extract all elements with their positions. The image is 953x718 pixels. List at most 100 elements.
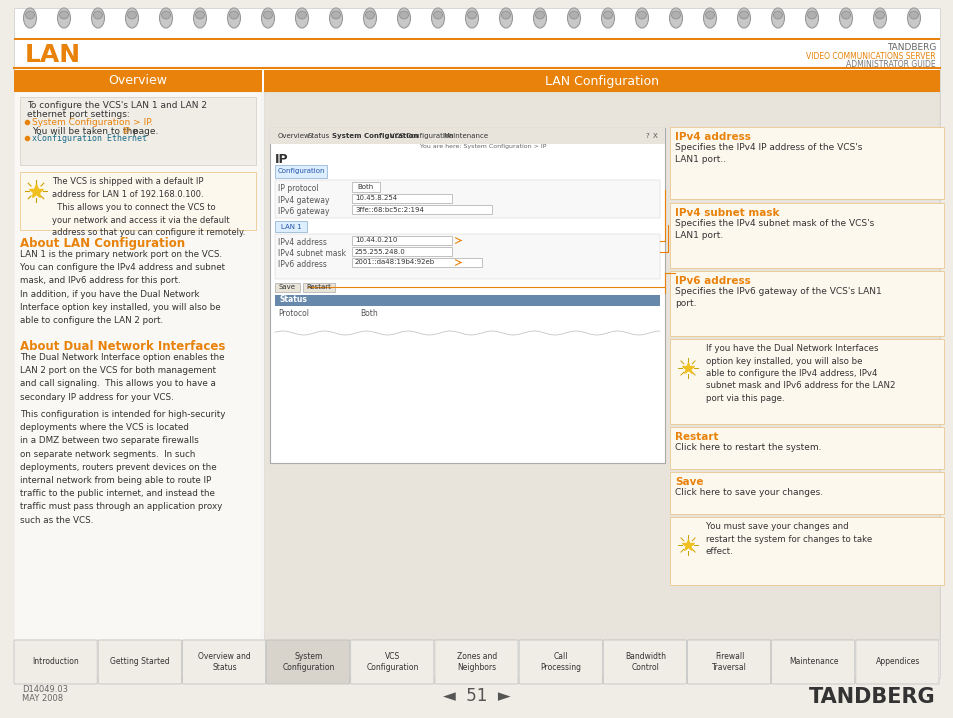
Ellipse shape	[669, 8, 681, 28]
Text: This configuration is intended for high-security
deployments where the VCS is lo: This configuration is intended for high-…	[20, 410, 225, 525]
Bar	[352, 247, 452, 256]
Ellipse shape	[906, 8, 920, 28]
Text: IPv6 gateway: IPv6 gateway	[277, 207, 329, 216]
Text: If you have the Dual Network Interfaces
option key installed, you will also be
a: If you have the Dual Network Interfaces …	[705, 344, 895, 403]
Text: The VCS is shipped with a default IP
address for LAN 1 of 192.168.0.100.
  This : The VCS is shipped with a default IP add…	[52, 177, 245, 238]
Text: page.: page.	[130, 127, 158, 136]
Text: Click here to restart the system.: Click here to restart the system.	[675, 443, 821, 452]
FancyBboxPatch shape	[435, 640, 517, 684]
Ellipse shape	[193, 8, 206, 28]
FancyBboxPatch shape	[14, 640, 97, 684]
Ellipse shape	[841, 11, 850, 19]
Bar	[274, 221, 307, 232]
Ellipse shape	[535, 11, 544, 19]
Text: System
Configuration: System Configuration	[282, 652, 335, 672]
Ellipse shape	[26, 11, 34, 19]
Text: LAN: LAN	[25, 43, 81, 67]
Text: IPv4 address: IPv4 address	[675, 132, 750, 142]
Bar	[352, 258, 481, 267]
Ellipse shape	[261, 8, 274, 28]
Text: Protocol: Protocol	[277, 309, 309, 318]
Text: 255.255.248.0: 255.255.248.0	[355, 248, 405, 254]
Text: MAY 2008: MAY 2008	[22, 694, 63, 703]
Bar	[669, 339, 943, 424]
Text: VCS Configuration: VCS Configuration	[390, 133, 453, 139]
Ellipse shape	[363, 8, 376, 28]
Ellipse shape	[635, 8, 648, 28]
Ellipse shape	[873, 8, 885, 28]
Ellipse shape	[399, 11, 408, 19]
Bar	[14, 38, 939, 40]
Bar	[669, 271, 943, 336]
Ellipse shape	[297, 11, 306, 19]
Text: xConfiguration Ethernet: xConfiguration Ethernet	[32, 134, 147, 143]
Text: IPv6 address: IPv6 address	[675, 276, 750, 286]
Ellipse shape	[601, 8, 614, 28]
Text: Specifies the IPv4 IP address of the VCS's
LAN1 port..: Specifies the IPv4 IP address of the VCS…	[675, 143, 862, 164]
Ellipse shape	[161, 11, 171, 19]
FancyBboxPatch shape	[602, 640, 686, 684]
Text: Overview and
Status: Overview and Status	[198, 652, 251, 672]
Ellipse shape	[499, 8, 512, 28]
Text: To configure the VCS's LAN 1 and LAN 2: To configure the VCS's LAN 1 and LAN 2	[27, 101, 207, 110]
Text: ethernet port settings:: ethernet port settings:	[27, 110, 130, 119]
Bar	[669, 203, 943, 268]
Ellipse shape	[397, 8, 410, 28]
Ellipse shape	[331, 11, 340, 19]
Ellipse shape	[702, 8, 716, 28]
Bar	[20, 97, 255, 165]
Text: TANDBERG: TANDBERG	[808, 687, 935, 707]
Text: IPv4 subnet mask: IPv4 subnet mask	[675, 208, 779, 218]
Ellipse shape	[159, 8, 172, 28]
Text: Overview: Overview	[277, 133, 311, 139]
Text: VCS
Configuration: VCS Configuration	[366, 652, 418, 672]
Text: System Configuration > IP.: System Configuration > IP.	[32, 118, 153, 127]
Bar	[274, 165, 327, 178]
Text: IPv4 address: IPv4 address	[277, 238, 327, 247]
Ellipse shape	[433, 11, 442, 19]
Text: You will be taken to the: You will be taken to the	[32, 127, 141, 136]
Text: Maintenance: Maintenance	[788, 658, 838, 666]
Ellipse shape	[93, 11, 102, 19]
Text: IP protocol: IP protocol	[277, 184, 318, 193]
Ellipse shape	[771, 8, 783, 28]
Text: Both: Both	[357, 184, 374, 190]
Text: IP: IP	[122, 127, 130, 136]
Bar	[669, 427, 943, 469]
Text: The Dual Network Interface option enables the
LAN 2 port on the VCS for both man: The Dual Network Interface option enable…	[20, 353, 224, 401]
Text: Save: Save	[675, 477, 702, 487]
Ellipse shape	[806, 11, 816, 19]
Text: IP: IP	[274, 153, 289, 166]
Text: Status: Status	[308, 133, 330, 139]
FancyBboxPatch shape	[266, 640, 350, 684]
Ellipse shape	[839, 8, 852, 28]
FancyBboxPatch shape	[771, 640, 854, 684]
Ellipse shape	[804, 8, 818, 28]
FancyBboxPatch shape	[98, 640, 181, 684]
Text: IPv6 address: IPv6 address	[277, 260, 327, 269]
Text: Getting Started: Getting Started	[111, 658, 170, 666]
Text: Firewall
Traversal: Firewall Traversal	[711, 652, 746, 672]
Bar	[264, 92, 939, 640]
Text: ADMINISTRATOR GUIDE: ADMINISTRATOR GUIDE	[845, 60, 935, 69]
Bar	[264, 70, 939, 92]
Text: LAN 1 is the primary network port on the VCS.
You can configure the IPv4 address: LAN 1 is the primary network port on the…	[20, 250, 225, 325]
Bar	[352, 236, 452, 245]
Bar	[274, 283, 299, 292]
Bar	[669, 517, 943, 585]
Ellipse shape	[128, 11, 136, 19]
Text: 10.44.0.210: 10.44.0.210	[355, 238, 397, 243]
FancyBboxPatch shape	[351, 640, 434, 684]
Text: Both: Both	[359, 309, 377, 318]
Text: VIDEO COMMUNICATIONS SERVER: VIDEO COMMUNICATIONS SERVER	[805, 52, 935, 61]
Text: LAN Configuration: LAN Configuration	[544, 75, 659, 88]
Text: 3ffe::68:bc5c:2:194: 3ffe::68:bc5c:2:194	[355, 207, 423, 213]
Text: Maintenance: Maintenance	[442, 133, 488, 139]
FancyBboxPatch shape	[518, 640, 601, 684]
Text: IPv4 subnet mask: IPv4 subnet mask	[277, 249, 346, 258]
Ellipse shape	[637, 11, 646, 19]
Ellipse shape	[24, 8, 36, 28]
Ellipse shape	[365, 11, 375, 19]
Ellipse shape	[467, 11, 476, 19]
Text: Restart: Restart	[675, 432, 718, 442]
